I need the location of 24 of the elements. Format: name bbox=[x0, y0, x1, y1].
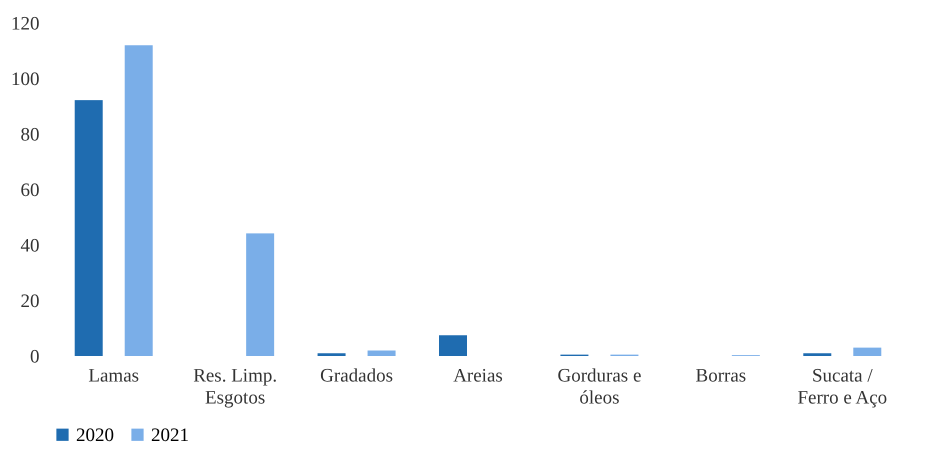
y-tick-label: 120 bbox=[11, 14, 40, 34]
y-tick-label: 0 bbox=[30, 346, 40, 368]
legend-label: 2020 bbox=[76, 424, 114, 446]
bar bbox=[318, 353, 346, 356]
y-tick-label: 60 bbox=[20, 180, 40, 201]
x-tick-label: Gradados bbox=[320, 366, 393, 386]
x-tick-label: Res. Limp. Esgotos bbox=[193, 366, 278, 408]
legend-label: 2021 bbox=[151, 424, 189, 446]
bar bbox=[803, 353, 832, 356]
y-tick-label: 80 bbox=[20, 124, 40, 146]
x-tick-label: Areias bbox=[453, 366, 503, 386]
x-tick-label: Lamas bbox=[88, 366, 140, 386]
x-tick-label: Gorduras e óleos bbox=[557, 366, 642, 408]
bar bbox=[439, 335, 467, 356]
bar bbox=[368, 350, 396, 356]
bar bbox=[74, 100, 103, 356]
x-tick-label: Borras bbox=[696, 366, 746, 386]
x-tick-label: Sucata / Ferro e Aço bbox=[797, 366, 888, 408]
bar bbox=[124, 45, 153, 356]
bar bbox=[853, 348, 882, 356]
y-tick-label: 40 bbox=[20, 236, 40, 256]
y-tick-label: 20 bbox=[20, 291, 40, 312]
y-tick-label: 100 bbox=[11, 69, 40, 90]
bar bbox=[246, 233, 274, 356]
